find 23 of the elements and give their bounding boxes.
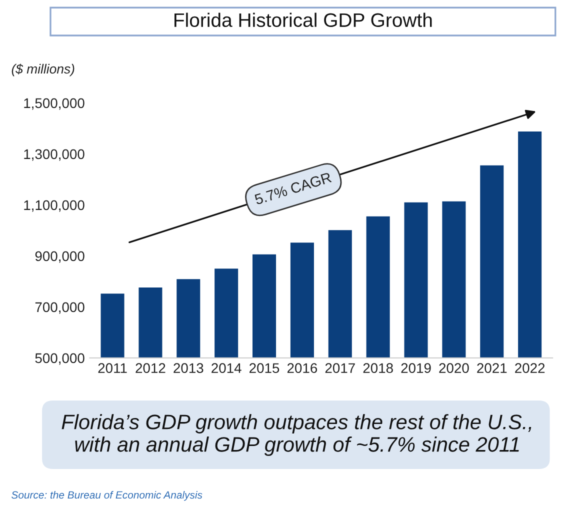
x-tick-label: 2017 bbox=[325, 363, 355, 374]
x-tick-label: 2015 bbox=[250, 363, 280, 374]
x-tick-label: 2018 bbox=[363, 363, 393, 374]
x-tick-label: 2019 bbox=[401, 363, 431, 374]
x-tick-label: 2014 bbox=[212, 363, 242, 374]
y-axis-title: ($ millions) bbox=[12, 64, 74, 76]
y-tick-label: 700,000 bbox=[35, 302, 84, 314]
x-tick-label: 2021 bbox=[477, 363, 507, 374]
text: Florida’s GDP growth outpaces the rest of the U.S., with an annual GDP growth of ~5.7% since 2011 bbox=[62, 414, 532, 456]
y-tick-label: 1,500,000 bbox=[24, 98, 84, 110]
x-tick-label: 2012 bbox=[136, 363, 166, 374]
x-tick-label: 2011 bbox=[98, 363, 127, 374]
y-tick-label: 1,100,000 bbox=[24, 200, 84, 212]
y-tick-label: 1,300,000 bbox=[24, 149, 84, 161]
y-tick-label: 900,000 bbox=[35, 251, 84, 263]
x-tick-label: 2020 bbox=[439, 363, 469, 374]
source-note: Source: the Bureau of Economic Analysis bbox=[12, 490, 202, 501]
chart-title: Florida Historical GDP Growth bbox=[174, 12, 432, 28]
x-tick-label: 2013 bbox=[174, 363, 204, 374]
x-tick-label: 2022 bbox=[515, 363, 545, 374]
x-tick-label: 2016 bbox=[287, 363, 318, 374]
annotation: 5.7% CAGR bbox=[254, 172, 332, 205]
y-tick-label: 500,000 bbox=[35, 353, 84, 365]
